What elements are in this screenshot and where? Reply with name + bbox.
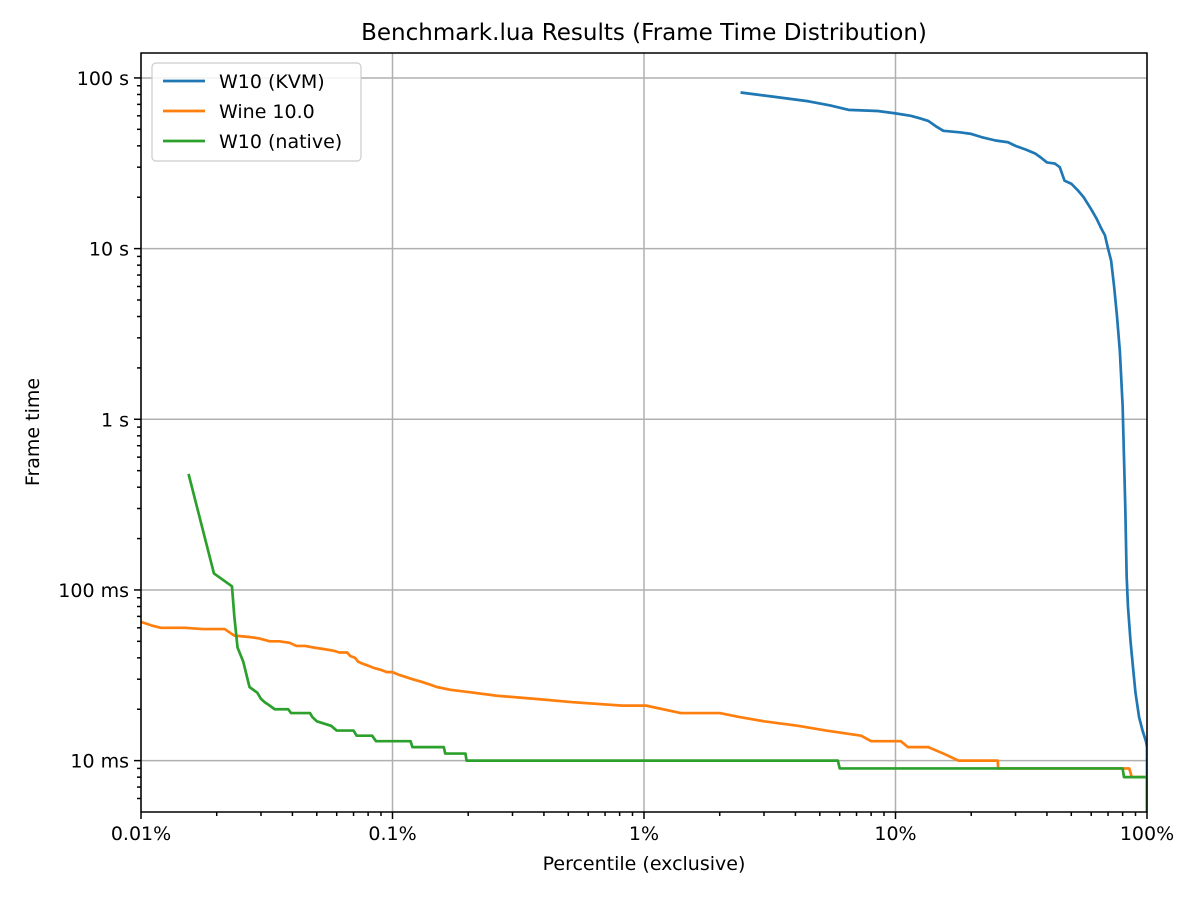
x-tick-label: 1%	[629, 823, 659, 845]
x-tick-label: 0.01%	[111, 823, 171, 845]
legend-box	[151, 62, 362, 162]
x-tick-label: 0.1%	[368, 823, 416, 845]
chart-title: Benchmark.lua Results (Frame Time Distri…	[361, 20, 927, 46]
series-line	[187, 473, 1147, 812]
series-group	[141, 91, 1147, 812]
series-line	[141, 620, 1147, 779]
y-tick-label: 10 ms	[70, 751, 129, 773]
legend-label: W10 (KVM)	[219, 71, 325, 93]
legend-label: Wine 10.0	[219, 101, 315, 123]
x-axis: 0.01% 0.1% 1% 10% 100%	[111, 812, 1174, 845]
legend: W10 (KVM) Wine 10.0 W10 (native)	[151, 62, 362, 162]
y-tick-label: 100 ms	[58, 580, 129, 602]
y-tick-label: 10 s	[89, 239, 129, 261]
x-axis-label: Percentile (exclusive)	[543, 853, 746, 875]
series-line	[740, 91, 1147, 812]
legend-label: W10 (native)	[219, 131, 342, 153]
y-tick-label: 100 s	[77, 68, 129, 90]
y-axis-label: Frame time	[22, 378, 44, 486]
y-axis: 10 ms 100 ms 1 s 10 s 100 s	[58, 68, 141, 800]
x-tick-label: 100%	[1120, 823, 1174, 845]
y-tick-label: 1 s	[101, 409, 129, 431]
x-tick-label: 10%	[874, 823, 916, 845]
